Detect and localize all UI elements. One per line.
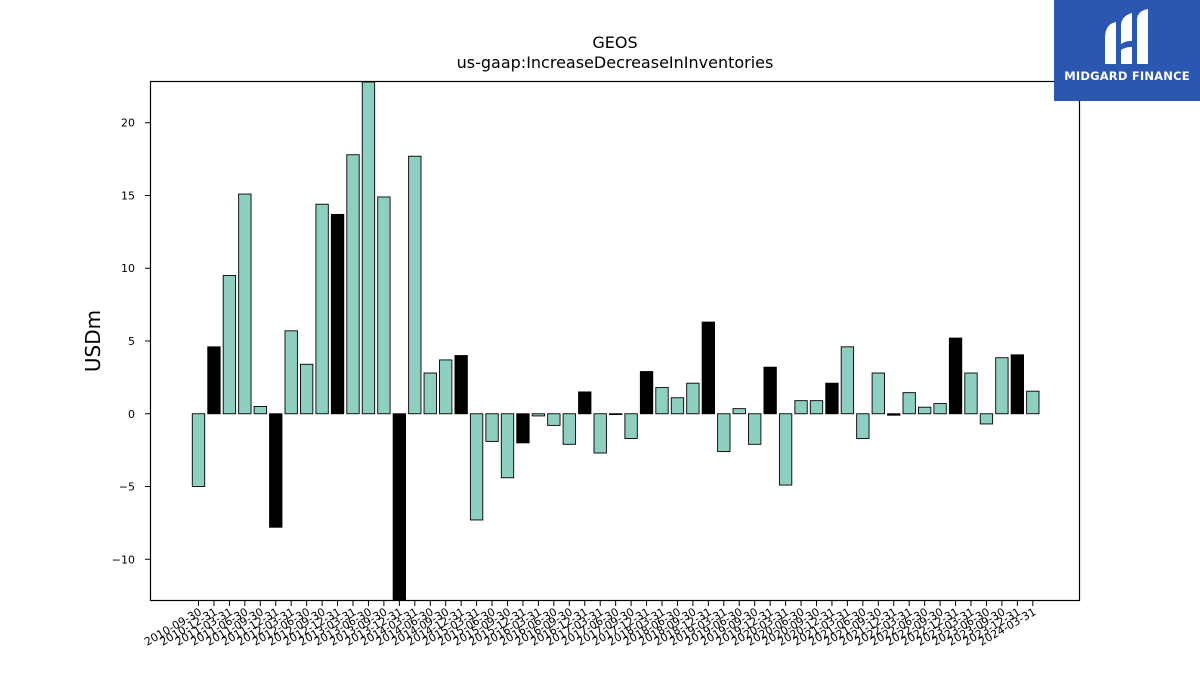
bar-2011-03-31 [222, 275, 237, 415]
bar-2019-06-30 [732, 408, 746, 415]
bar-2023-09-30 [995, 357, 1009, 415]
bar-2011-12-31 [269, 413, 283, 528]
bar-2012-03-31 [284, 330, 298, 415]
bar-2021-06-30 [856, 413, 870, 439]
bar-2017-06-30 [609, 413, 623, 416]
bar-2020-06-30 [794, 400, 808, 415]
y-tick-label: 0 [128, 408, 135, 421]
bar-2021-03-31 [840, 346, 855, 415]
bar-2020-09-30 [809, 400, 824, 415]
bar-2020-12-31 [825, 382, 839, 415]
x-axis-ticks: 2010-09-302010-12-312011-03-312011-06-30… [142, 600, 1038, 649]
bar-2016-06-30 [547, 413, 561, 426]
bar-2018-09-30 [686, 382, 700, 415]
bar-2015-09-30 [500, 413, 515, 479]
y-tick-label: 5 [128, 335, 135, 348]
bar-2016-12-31 [578, 391, 592, 415]
bar-2021-12-31 [887, 413, 901, 416]
bar-2021-09-30 [871, 372, 885, 415]
bar-2014-03-31 [408, 155, 422, 415]
bar-2013-09-30 [377, 196, 391, 415]
bar-2012-06-30 [300, 363, 314, 415]
bar-2013-03-31 [346, 154, 360, 415]
bar-2014-12-31 [454, 355, 468, 415]
bar-2017-09-30 [624, 413, 638, 439]
y-tick-label: −10 [112, 553, 135, 566]
bar-2012-12-31 [330, 213, 345, 415]
y-tick-label: 20 [121, 117, 135, 130]
bar-2017-12-31 [639, 371, 654, 415]
bar-2010-09-30 [191, 413, 206, 487]
plot-frame [149, 80, 1081, 602]
bar-2010-12-31 [207, 346, 221, 415]
bar-2024-03-31 [1026, 390, 1040, 415]
brand-name: MIDGARD FINANCE [1064, 69, 1190, 83]
y-axis-ticks: −10 −5 0 5 10 15 20 [112, 117, 151, 566]
bar-2017-03-31 [593, 413, 607, 454]
bar-2020-03-31 [778, 413, 793, 486]
y-tick-label: 15 [121, 189, 135, 202]
bar-2016-03-31 [531, 413, 546, 417]
bar-2011-09-30 [253, 406, 267, 415]
bar-2011-06-30 [238, 193, 252, 415]
bar-2013-06-30 [361, 81, 376, 415]
bar-2023-06-30 [979, 413, 994, 425]
chart-subtitle: us-gaap:IncreaseDecreaseInInventories [457, 53, 774, 72]
midgard-logo-icon [1105, 9, 1148, 64]
bar-2015-03-31 [469, 413, 484, 521]
bar-2015-06-30 [485, 413, 499, 442]
bar-2023-12-31 [1010, 354, 1025, 415]
bar-2023-03-31 [964, 372, 978, 415]
bar-2022-03-31 [902, 392, 916, 415]
bar-2016-09-30 [562, 413, 576, 445]
bar-2018-06-30 [670, 397, 685, 415]
bar-2012-09-30 [315, 203, 329, 415]
bar-2014-09-30 [439, 359, 453, 415]
bar-2019-09-30 [748, 413, 762, 445]
y-tick-label: −5 [119, 481, 135, 494]
bars-layer [191, 81, 1040, 601]
bar-2013-12-31 [392, 413, 406, 601]
y-tick-label: 10 [121, 262, 135, 275]
bar-2022-06-30 [918, 406, 932, 415]
chart-title: GEOS [592, 33, 637, 52]
bar-2015-12-31 [516, 413, 530, 444]
bar-2014-06-30 [423, 372, 437, 415]
bar-2019-03-31 [717, 413, 731, 453]
bar-2022-09-30 [933, 403, 947, 415]
bar-2018-03-31 [655, 387, 669, 415]
bar-2022-12-31 [948, 337, 963, 415]
bar-2018-12-31 [701, 321, 716, 415]
brand-logo: MIDGARD FINANCE [1054, 0, 1200, 101]
y-axis-label: USDm [81, 310, 105, 372]
bar-2019-12-31 [763, 366, 777, 415]
